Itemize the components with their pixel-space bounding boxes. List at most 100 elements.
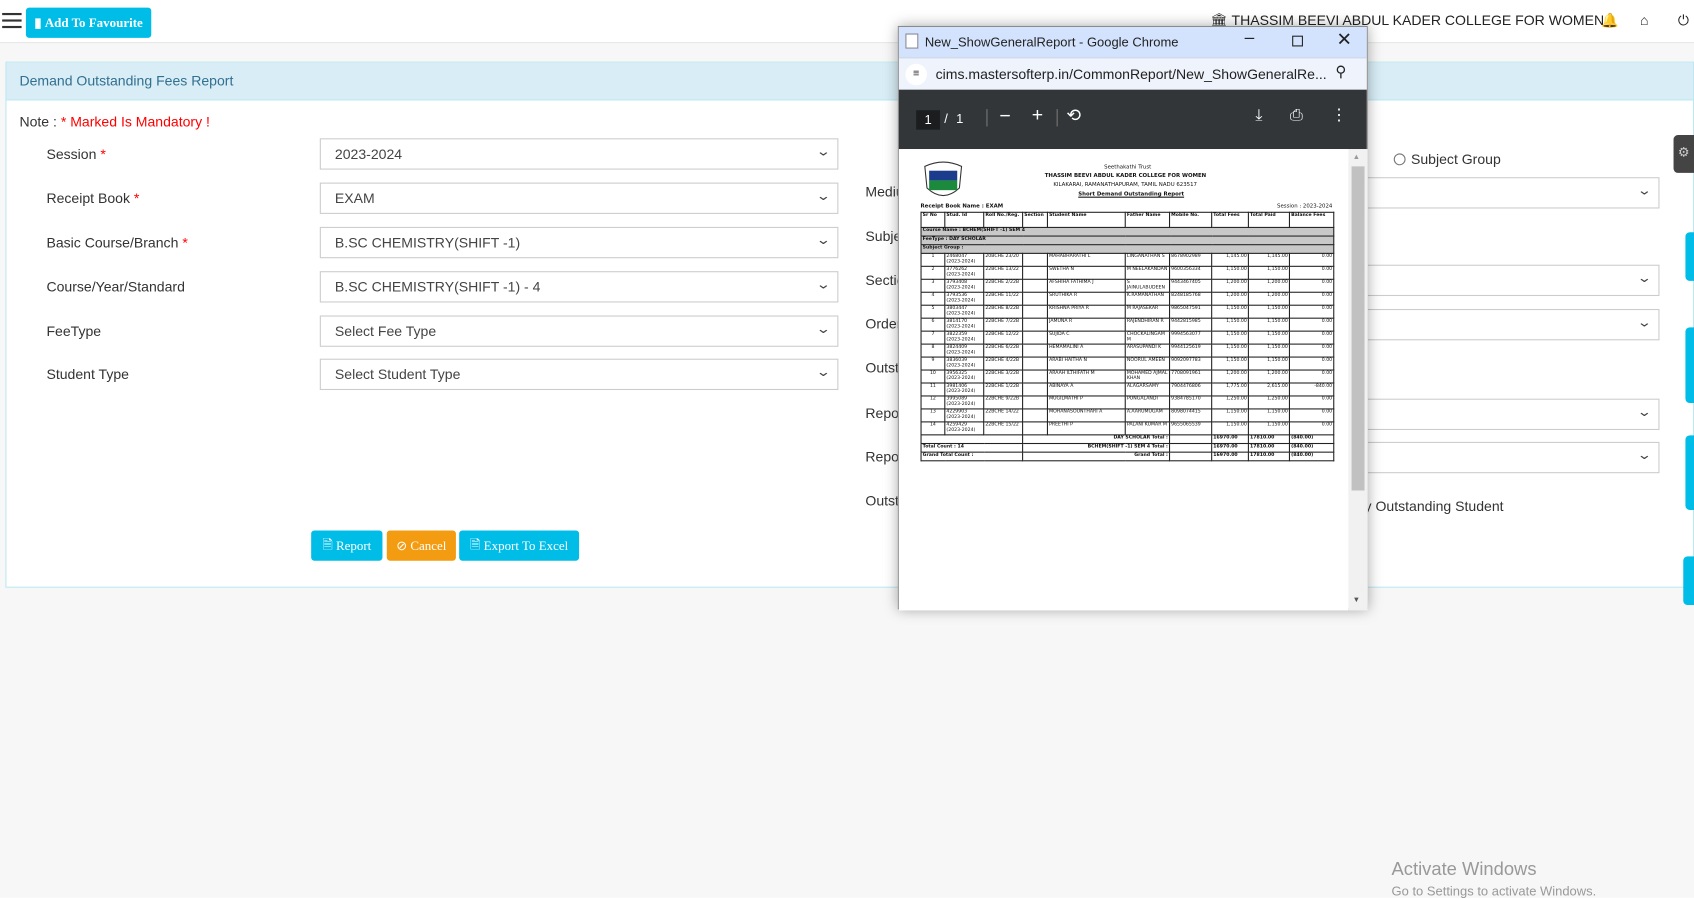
table-cell: 22BCHE 14/22: [983, 408, 1024, 423]
table-row: 1 2468047 (2023-2024) 20BCHE 23/20 MAHABHAR…: [920, 252, 1335, 267]
column-header: Balance Fees: [1288, 211, 1335, 228]
table-cell: ABINAYA A: [1046, 382, 1126, 397]
table-cell: JAMUNA R: [1046, 317, 1126, 332]
select-session[interactable]: 2023-2024 ⌄: [319, 138, 839, 170]
zoom-magnifier-icon[interactable]: ⚲: [1335, 62, 1347, 80]
column-header: Father Name: [1124, 211, 1171, 228]
table-row: 13 4229903 (2023-2024) 22BCHE 14/22 MOHANAS…: [920, 408, 1335, 423]
site-settings-icon[interactable]: ≡: [905, 63, 927, 86]
more-options-icon[interactable]: ⋮: [1331, 105, 1348, 125]
print-icon[interactable]: ⎙: [1289, 105, 1303, 125]
table-cell: [1022, 317, 1048, 332]
group-row: Subject Group :: [920, 244, 1335, 254]
table-cell: [1022, 369, 1048, 384]
hamburger-menu-icon[interactable]: [2, 12, 22, 29]
zoom-out-icon[interactable]: −: [999, 104, 1011, 127]
select-receipt-book[interactable]: EXAM ⌄: [319, 182, 839, 214]
select-basic-course-branch[interactable]: B.SC CHEMISTRY(SHIFT -1) ⌄: [319, 226, 839, 259]
chevron-down-icon: ⌄: [1636, 314, 1652, 330]
table-cell: SRUTHIKA R: [1046, 291, 1126, 306]
maximize-icon[interactable]: [1292, 35, 1303, 47]
ban-icon: ⊘: [396, 537, 408, 553]
table-cell: PREETHI P: [1046, 421, 1126, 436]
table-cell: [1022, 265, 1048, 280]
address-bar[interactable]: ≡ cims.mastersofterp.in/CommonReport/New…: [898, 57, 1367, 90]
table-cell: PONGALANDI: [1124, 395, 1171, 410]
table-cell: 14: [920, 421, 946, 436]
table-cell: 1,200.00: [1247, 291, 1290, 306]
table-cell: [1022, 252, 1048, 267]
right-field-label: Repor: [865, 405, 904, 422]
table-cell: 0.00: [1288, 356, 1335, 371]
table-cell: 1,150.00: [1247, 408, 1290, 423]
select-value: B.SC CHEMISTRY(SHIFT -1) - 4: [334, 278, 541, 295]
table-cell: 3956325 (2023-2024): [944, 369, 985, 384]
pdf-toolbar: 1 / 1 − + ⟲ ⤓ ⎙ ⋮: [898, 89, 1367, 150]
table-cell: 4229903 (2023-2024): [944, 408, 985, 423]
radio-icon[interactable]: [1393, 153, 1406, 166]
table-cell: 1,145.00: [1247, 252, 1290, 267]
table-cell: 1,150.00: [1247, 343, 1290, 358]
table-cell: 3814170 (2023-2024): [944, 317, 985, 332]
settings-gear-icon[interactable]: ⚙: [1673, 135, 1694, 173]
right-field-label: Outsta: [865, 359, 907, 376]
subject-group-radio[interactable]: Subject Group: [1393, 151, 1501, 167]
select-feetype[interactable]: Select Fee Type ⌄: [319, 315, 839, 347]
close-icon[interactable]: ✕: [1336, 29, 1352, 50]
table-cell: 3803447 (2023-2024): [944, 304, 985, 319]
minimize-icon[interactable]: –: [1244, 29, 1255, 48]
table-cell: 0.00: [1288, 291, 1335, 306]
pdf-scrollbar[interactable]: ▲ ▼: [1348, 149, 1368, 611]
pdf-icon: 🗎: [322, 536, 333, 552]
table-cell: 9865047591: [1168, 304, 1213, 319]
table-cell: MOHAMED AJMAL KHAN: [1124, 369, 1171, 384]
table-cell: 2: [920, 265, 946, 280]
pdf-page: Seethakathi Trust THASSIM BEEVI ABDUL KA…: [898, 149, 1349, 611]
table-cell: [1022, 330, 1048, 345]
select-student-type[interactable]: Select Student Type ⌄: [319, 358, 839, 391]
table-cell: MOHANASOUNTHARI A: [1046, 408, 1126, 423]
bell-icon[interactable]: 🔔: [1601, 11, 1619, 29]
table-cell: 0.00: [1288, 330, 1335, 345]
table-cell: 1,250.00: [1247, 395, 1290, 410]
power-icon[interactable]: ⏻: [1677, 11, 1689, 29]
label-text: Course/Year/Standard: [46, 278, 185, 295]
label-text: FeeType: [46, 323, 102, 340]
side-tab[interactable]: [1685, 435, 1694, 510]
side-tab[interactable]: [1685, 232, 1694, 281]
table-cell: 22BCHE 8/22B: [983, 304, 1024, 319]
scrollbar-thumb[interactable]: [1351, 166, 1365, 491]
right-field-label: Outsta: [865, 492, 907, 509]
page-total: 1: [956, 111, 964, 127]
zoom-in-icon[interactable]: +: [1031, 103, 1044, 126]
table-cell: 0.00: [1288, 343, 1335, 358]
select-course-year-standard[interactable]: B.SC CHEMISTRY(SHIFT -1) - 4 ⌄: [319, 271, 839, 303]
select-value: B.SC CHEMISTRY(SHIFT -1): [334, 234, 521, 251]
table-cell: ALAGARSAMY: [1124, 382, 1171, 397]
cancel-button[interactable]: ⊘ Cancel: [386, 530, 456, 561]
rotate-icon[interactable]: ⟲: [1066, 106, 1081, 126]
add-to-favourite-button[interactable]: ▮ Add To Favourite: [25, 7, 152, 38]
required-marker: *: [182, 234, 188, 251]
download-icon[interactable]: ⤓: [1255, 105, 1263, 125]
table-cell: 9: [920, 356, 946, 371]
table-cell: 1,150.00: [1247, 304, 1290, 319]
table-cell: [1022, 356, 1048, 371]
export-to-excel-button[interactable]: 🗎 Export To Excel: [459, 530, 580, 561]
home-icon[interactable]: ⌂: [1640, 11, 1649, 29]
institution-icon: 🏛: [1210, 11, 1228, 29]
table-cell: [1022, 408, 1048, 423]
table-cell: 0.00: [1288, 278, 1335, 293]
chevron-down-icon: ⌄: [1636, 182, 1652, 198]
report-button[interactable]: 🗎 Report: [311, 530, 383, 561]
table-cell: -840.00: [1288, 382, 1335, 397]
side-tab[interactable]: [1685, 327, 1694, 403]
table-cell: 22BCHE 12/22: [983, 330, 1024, 345]
page-number-input[interactable]: 1: [916, 110, 940, 130]
column-header: Mobile No.: [1168, 211, 1213, 228]
side-tab[interactable]: [1683, 556, 1694, 606]
table-cell: M NEELAKANDAN: [1124, 265, 1171, 280]
table-cell: 0.00: [1288, 317, 1335, 332]
outstanding-student-option[interactable]: y Outstanding Student: [1364, 498, 1504, 515]
table-cell: 4: [920, 291, 946, 306]
